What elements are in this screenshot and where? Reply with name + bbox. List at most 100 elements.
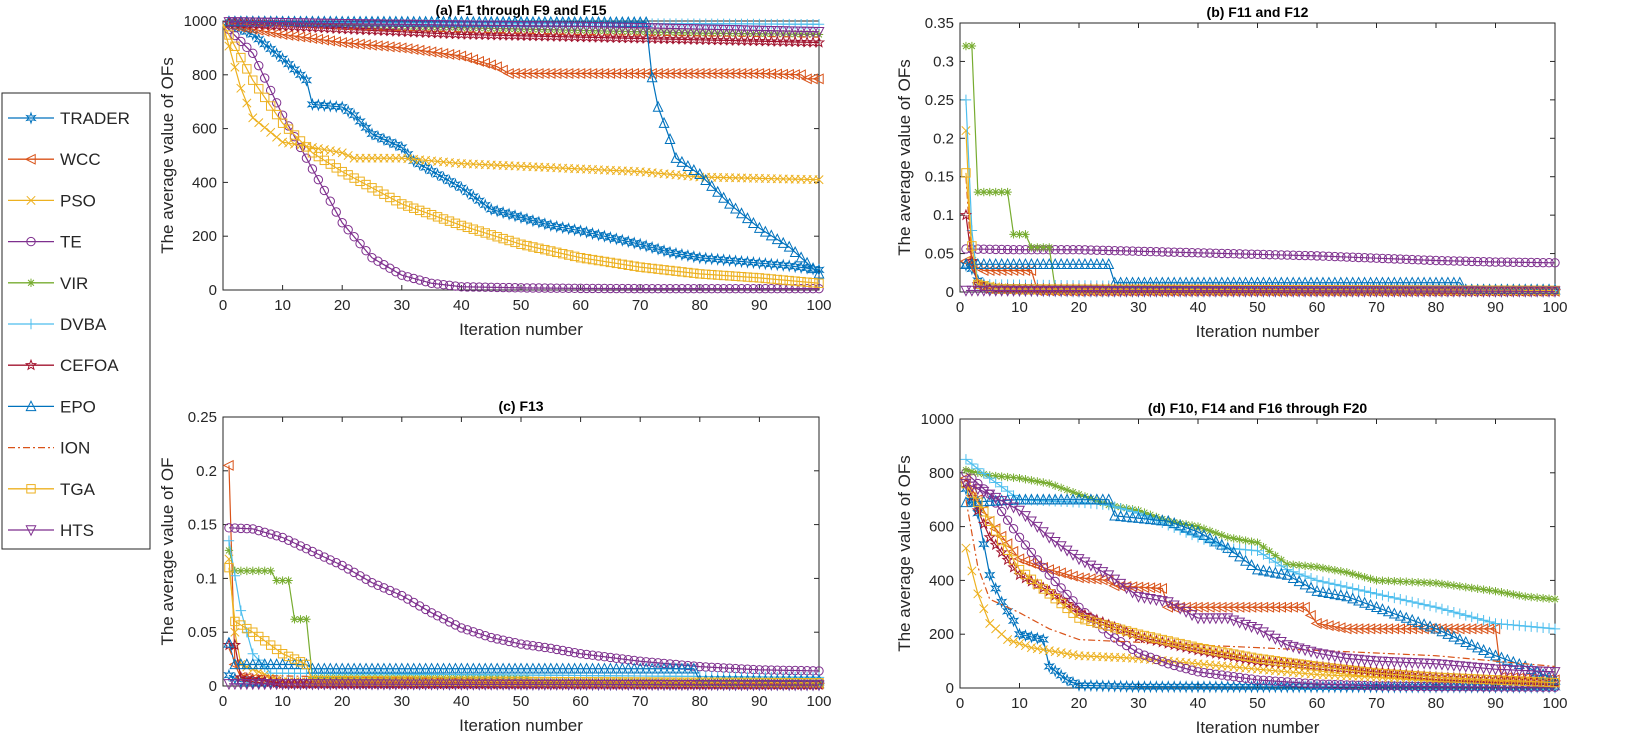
data-point-cefoa xyxy=(977,517,990,530)
data-point-hts xyxy=(241,17,253,29)
data-point-hts xyxy=(426,679,438,691)
data-point-epo xyxy=(682,159,694,171)
data-point-wcc xyxy=(1316,619,1328,631)
data-point-tga xyxy=(1330,663,1340,674)
data-point-hts xyxy=(1466,662,1478,674)
data-point-epo xyxy=(235,658,247,670)
data-point-vir xyxy=(991,471,1000,481)
data-point-epo xyxy=(1246,559,1258,571)
data-point-epo xyxy=(1204,532,1216,544)
data-point-wcc xyxy=(741,67,753,79)
data-point-vir xyxy=(808,30,818,39)
data-point-trader xyxy=(795,260,807,274)
data-point-te xyxy=(230,30,240,41)
data-point-epo xyxy=(426,15,438,27)
data-point-epo xyxy=(1269,566,1281,578)
data-point-epo xyxy=(449,662,461,674)
y-tick-label: 0.05 xyxy=(188,624,217,641)
data-point-te xyxy=(1371,681,1382,691)
data-point-dvba xyxy=(960,454,972,465)
data-point-vir xyxy=(558,25,567,35)
data-point-te xyxy=(1098,245,1108,256)
data-point-trader xyxy=(580,225,593,239)
data-point-tga xyxy=(1211,284,1221,295)
data-point-wcc xyxy=(365,39,377,51)
y-tick-label: 600 xyxy=(929,519,954,536)
data-point-vir xyxy=(743,29,752,38)
data-point-wcc xyxy=(699,67,711,79)
data-point-hts xyxy=(229,679,241,691)
data-point-te xyxy=(1187,247,1197,258)
data-point-vir xyxy=(814,30,824,39)
data-point-trader xyxy=(646,240,658,255)
data-point-te xyxy=(361,246,371,256)
data-point-hts xyxy=(978,285,990,297)
data-point-wcc xyxy=(776,68,788,80)
series-line-ion xyxy=(228,23,820,38)
data-point-te xyxy=(1490,257,1501,267)
data-point-tga xyxy=(772,274,782,285)
data-point-tga xyxy=(1407,285,1417,295)
series-group-b xyxy=(959,41,1561,298)
data-point-te xyxy=(230,523,240,533)
data-point-epo xyxy=(1382,605,1394,617)
x-tick-label: 30 xyxy=(1130,299,1147,316)
data-point-hts xyxy=(342,679,354,691)
data-point-trader xyxy=(1067,676,1079,690)
data-point-tga xyxy=(1461,285,1471,295)
data-point-hts xyxy=(1347,654,1359,666)
data-point-hts xyxy=(1466,286,1478,298)
x-tick-label: 60 xyxy=(572,297,589,314)
data-point-epo xyxy=(616,15,628,27)
data-point-wcc xyxy=(1346,623,1358,635)
data-point-hts xyxy=(247,679,259,691)
data-point-vir xyxy=(1175,519,1185,528)
data-point-te xyxy=(635,283,645,294)
data-point-hts xyxy=(789,26,801,38)
data-point-te xyxy=(498,635,508,645)
x-tick-label: 70 xyxy=(1368,299,1385,316)
data-point-hts xyxy=(569,679,581,691)
data-point-tga xyxy=(289,654,300,664)
data-point-hts xyxy=(1031,285,1043,297)
data-point-hts xyxy=(1543,286,1555,298)
data-point-vir xyxy=(504,24,514,34)
data-point-hts xyxy=(1359,655,1371,667)
y-tick-label: 0.2 xyxy=(196,463,217,480)
data-point-te xyxy=(1312,251,1322,261)
data-point-wcc xyxy=(782,68,794,80)
data-point-te xyxy=(236,523,246,534)
data-point-trader xyxy=(431,167,444,181)
legend-label-pso: PSO xyxy=(60,191,96,210)
data-point-te xyxy=(1353,252,1364,263)
legend-entry-trader: TRADER xyxy=(8,109,130,128)
data-point-tga xyxy=(224,562,234,573)
data-point-tga xyxy=(1229,284,1239,295)
data-point-wcc xyxy=(1310,617,1322,629)
data-point-te xyxy=(552,644,562,655)
data-point-tga xyxy=(1175,638,1185,649)
data-point-vir xyxy=(1294,561,1304,570)
data-point-tga xyxy=(534,243,544,254)
data-point-tga xyxy=(1252,284,1263,295)
data-point-tga xyxy=(1514,676,1524,686)
data-point-epo xyxy=(1388,607,1400,619)
data-point-hts xyxy=(670,679,682,691)
data-point-epo xyxy=(1085,493,1097,505)
data-point-vir xyxy=(967,41,977,51)
data-point-wcc xyxy=(1144,582,1156,594)
data-point-dvba xyxy=(966,458,978,470)
axes-layer: 0 10 20 30 40 50 60 70 80 90 10002004006008001000(… xyxy=(158,2,1568,737)
legend-label-vir: VIR xyxy=(60,274,88,293)
data-point-hts xyxy=(1501,665,1513,677)
data-point-wcc xyxy=(1399,623,1411,635)
data-point-hts xyxy=(1002,285,1014,297)
data-point-hts xyxy=(682,679,694,692)
data-point-hts xyxy=(1329,286,1341,298)
data-point-epo xyxy=(1365,598,1377,610)
data-point-wcc xyxy=(568,67,580,79)
data-point-vir xyxy=(761,29,770,39)
data-point-epo xyxy=(634,662,646,674)
data-point-hts xyxy=(1299,286,1311,298)
x-tick-label: 10 xyxy=(274,297,291,314)
